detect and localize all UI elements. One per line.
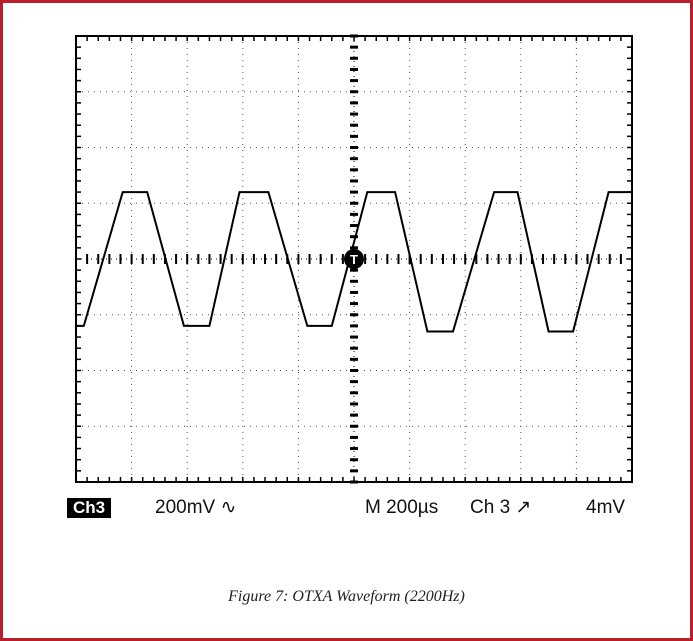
trigger-level-readout: 4mV (586, 497, 626, 518)
volts-per-div-value: 200mV (155, 497, 216, 518)
trigger-source-value: Ch 3 (470, 497, 511, 518)
trigger-marker-label: T (350, 252, 358, 267)
coupling-icon: ∿ (220, 497, 237, 518)
channel-badge: Ch3 (67, 498, 112, 518)
trigger-marker-icon (344, 249, 364, 269)
timebase-readout: M 200µs (365, 497, 439, 518)
figure-caption: Figure 7: OTXA Waveform (2200Hz) (228, 588, 465, 605)
trigger-source-readout: Ch 3 ↗ (470, 496, 531, 520)
volts-per-div-readout: 200mV ∿ (155, 496, 236, 520)
trigger-slope-icon: ↗ (515, 497, 532, 518)
trigger-marker-group: T (344, 249, 364, 269)
